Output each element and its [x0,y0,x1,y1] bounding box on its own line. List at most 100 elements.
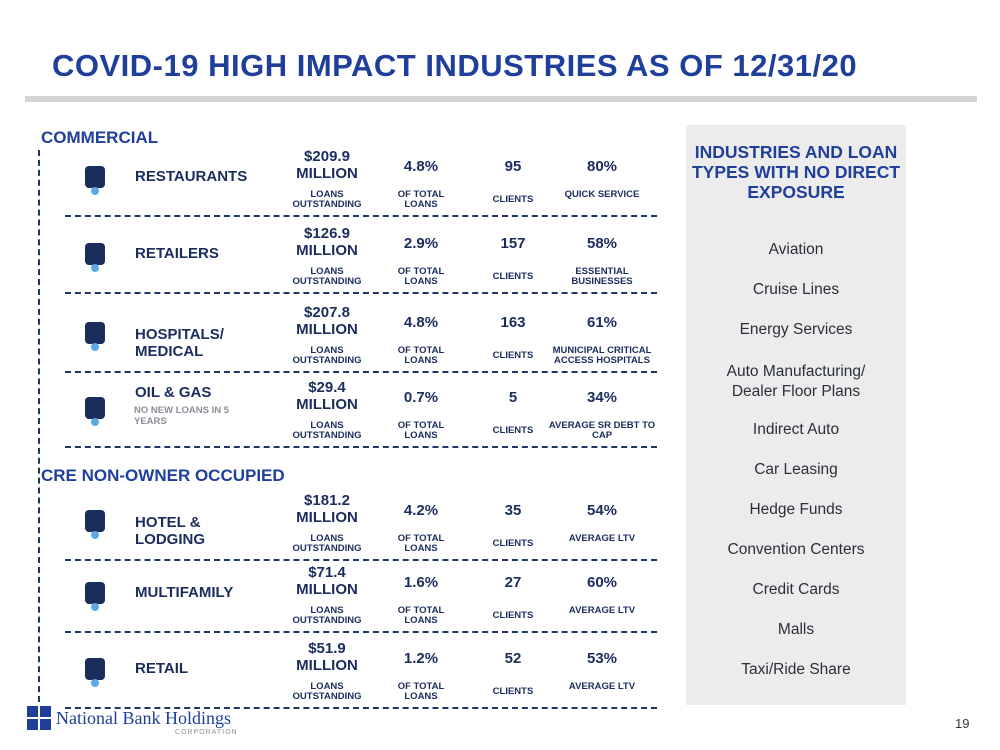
exposure-item: Indirect Auto [752,421,840,438]
clients-value: 95 [504,158,522,175]
amount-label: LOANS OUTSTANDING [292,533,362,554]
amount-unit: MILLION [296,165,358,182]
share-value: 1.2% [403,650,439,667]
industry-name: HOSPITALS/ MEDICAL [135,326,224,360]
share-label: OF TOTAL LOANS [397,420,445,441]
metric-value: 80% [586,158,618,175]
row-separator [65,292,657,294]
clients-value: 35 [504,502,522,519]
clients-value: 163 [500,314,526,331]
metric-value: 61% [586,314,618,331]
exposure-item: Taxi/Ride Share [741,661,851,678]
share-label: OF TOTAL LOANS [397,266,445,287]
amount-unit: MILLION [296,242,358,259]
metric-label: QUICK SERVICE [564,189,640,200]
exposure-item: Auto Manufacturing/ Dealer Floor Plans [726,363,866,400]
left-rule [38,150,40,702]
exposure-panel [686,125,906,705]
amount-label: LOANS OUTSTANDING [292,605,362,626]
amount: $71.4 [308,564,346,581]
amount-label: LOANS OUTSTANDING [292,266,362,287]
metric-value: 58% [586,235,618,252]
amount: $29.4 [308,379,346,396]
clients-label: CLIENTS [492,350,534,361]
amount: $207.8 [304,304,350,321]
exposure-item: Cruise Lines [752,281,840,298]
industry-name: RETAILERS [135,245,219,262]
share-label: OF TOTAL LOANS [397,533,445,554]
industry-icon [85,166,105,195]
title-rule [25,96,977,102]
company-name: National Bank Holdings [56,708,231,728]
metric-label: AVERAGE LTV [568,681,636,692]
exposure-item: Malls [777,621,815,638]
metric-label: AVERAGE SR DEBT TO CAP [548,420,656,441]
row-separator [65,559,657,561]
amount: $126.9 [304,225,350,242]
amount-unit: MILLION [296,509,358,526]
metric-value: 34% [586,389,618,406]
clients-label: CLIENTS [492,686,534,697]
page-number: 19 [955,716,970,731]
exposure-item: Credit Cards [752,581,840,598]
amount-label: LOANS OUTSTANDING [292,420,362,441]
industry-name: MULTIFAMILY [135,584,234,601]
clients-label: CLIENTS [492,610,534,621]
row-separator [65,371,657,373]
share-label: OF TOTAL LOANS [397,605,445,626]
industry-icon [85,322,105,351]
logo-mark [27,706,51,730]
clients-value: 5 [508,389,518,406]
industry-name: HOTEL & LODGING [135,514,205,548]
amount: $181.2 [304,492,350,509]
industry-name: RETAIL [135,660,189,677]
clients-label: CLIENTS [492,194,534,205]
metric-value: 54% [586,502,618,519]
company-sub: CORPORATION [175,729,238,736]
industry-icon [85,582,105,611]
share-value: 2.9% [403,235,439,252]
industry-icon [85,510,105,539]
row-separator [65,631,657,633]
clients-value: 27 [504,574,522,591]
share-value: 4.8% [403,314,439,331]
amount: $209.9 [304,148,350,165]
metric-label: AVERAGE LTV [568,533,636,544]
section-heading: CRE NON-OWNER OCCUPIED [41,466,285,485]
metric-value: 53% [586,650,618,667]
amount-unit: MILLION [296,657,358,674]
share-label: OF TOTAL LOANS [397,189,445,210]
exposure-item: Energy Services [739,321,853,338]
amount-label: LOANS OUTSTANDING [292,681,362,702]
exposure-item: Aviation [768,241,824,258]
industry-name: RESTAURANTS [135,168,248,185]
row-separator [65,446,657,448]
share-label: OF TOTAL LOANS [397,681,445,702]
exposure-item: Convention Centers [727,541,865,558]
amount: $51.9 [308,640,346,657]
share-value: 1.6% [403,574,439,591]
section-heading: COMMERCIAL [41,128,159,147]
clients-value: 157 [500,235,526,252]
amount-unit: MILLION [296,581,358,598]
amount-unit: MILLION [296,321,358,338]
share-label: OF TOTAL LOANS [397,345,445,366]
amount-unit: MILLION [296,396,358,413]
clients-label: CLIENTS [492,271,534,282]
industry-icon [85,397,105,426]
industry-name: OIL & GAS [135,384,212,401]
amount-label: LOANS OUTSTANDING [292,189,362,210]
panel-heading: INDUSTRIES AND LOAN TYPES WITH NO DIRECT… [691,142,901,202]
share-value: 0.7% [403,389,439,406]
clients-label: CLIENTS [492,538,534,549]
industry-note: NO NEW LOANS IN 5 YEARS [134,405,230,427]
row-separator [65,707,657,709]
industry-icon [85,658,105,687]
slide-title: COVID-19 HIGH IMPACT INDUSTRIES AS OF 12… [52,48,858,83]
amount-label: LOANS OUTSTANDING [292,345,362,366]
metric-label: MUNICIPAL CRITICAL ACCESS HOSPITALS [552,345,652,366]
industry-icon [85,243,105,272]
metric-label: AVERAGE LTV [568,605,636,616]
share-value: 4.8% [403,158,439,175]
